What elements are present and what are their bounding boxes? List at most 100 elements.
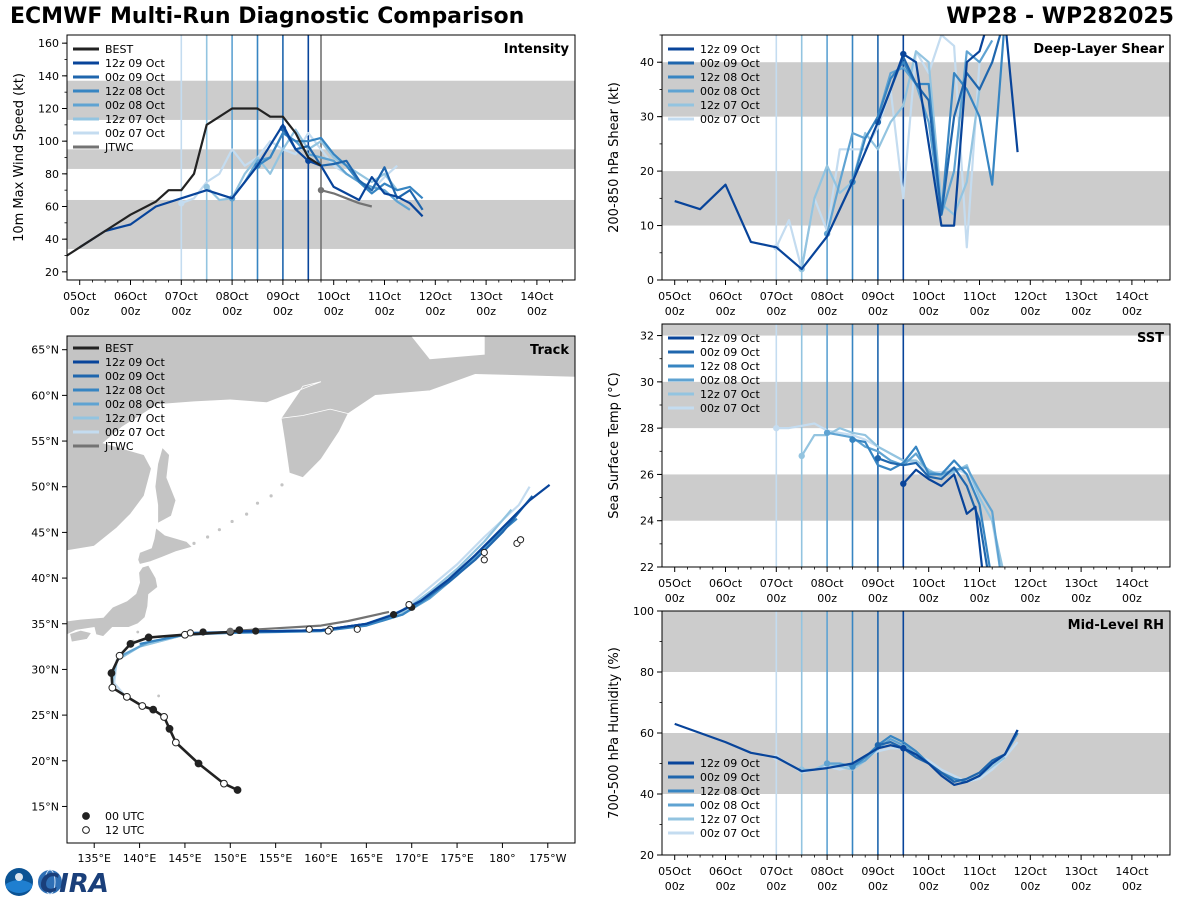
track-legend-label: 00z 09 Oct bbox=[105, 370, 165, 383]
intensity-xtick-label: 08Oct 00z bbox=[216, 290, 250, 318]
track-point-00utc bbox=[107, 669, 116, 677]
shear-xtick-label: 06Oct 00z bbox=[709, 290, 743, 318]
track-best bbox=[110, 628, 240, 792]
shear-band-0 bbox=[662, 171, 1170, 226]
track-00z-09-oct bbox=[193, 495, 534, 634]
track-point-12utc bbox=[138, 702, 147, 710]
shear-xtick-label: 09Oct 00z bbox=[861, 290, 895, 318]
intensity-xtick-label: 05Oct 00z bbox=[63, 290, 97, 318]
track-legend-label: 12z 08 Oct bbox=[105, 384, 165, 397]
track-12z-07-oct bbox=[111, 508, 513, 684]
sst-series-12z-09-oct bbox=[902, 468, 984, 567]
rh-ytick-label: 60 bbox=[640, 727, 654, 740]
track-12z-09-oct bbox=[230, 484, 551, 633]
rh-legend-label: 00z 09 Oct bbox=[700, 771, 760, 784]
sst-init-point-00z-08-oct bbox=[823, 429, 831, 436]
kuril-island bbox=[217, 528, 221, 532]
legend-marker-12utc bbox=[82, 826, 90, 834]
shear-xtick-label: 08Oct 00z bbox=[811, 290, 845, 318]
shear-plot-area bbox=[662, 35, 1170, 280]
shear-xtick-label: 07Oct 00z bbox=[760, 290, 794, 318]
intensity-jtwc-point bbox=[317, 186, 325, 194]
rh-xtick-label: 13Oct 00z bbox=[1065, 865, 1099, 893]
track-ytick-label: 25°N bbox=[31, 709, 59, 722]
shear-ytick-label: 30 bbox=[640, 111, 654, 124]
track-xtick-label: 160°E bbox=[304, 852, 337, 865]
sst-xtick-label: 09Oct 00z bbox=[861, 577, 895, 605]
track-xtick-label: 165°E bbox=[350, 852, 383, 865]
sst-legend-label: 00z 08 Oct bbox=[700, 374, 760, 387]
track-point-12utc bbox=[160, 713, 168, 721]
intensity-legend-label: 00z 07 Oct bbox=[105, 127, 165, 140]
rh-xtick-label: 10Oct 00z bbox=[912, 865, 946, 893]
track-xtick-label: 150°E bbox=[214, 852, 247, 865]
intensity-xtick-label: 11Oct 00z bbox=[368, 290, 402, 318]
track-marker-legend-label: 12 UTC bbox=[105, 824, 145, 837]
sst-xtick-label: 12Oct 00z bbox=[1014, 577, 1048, 605]
track-point-00utc bbox=[235, 626, 244, 635]
rh-plot-area bbox=[662, 611, 1170, 855]
forecast-point bbox=[305, 625, 313, 633]
intensity-xtick-label: 13Oct 00z bbox=[470, 290, 504, 318]
panel-rh: 20 40 60 80 100 05Oct 00z 06Oct 00z 07Oct 00z 08Oct… bbox=[607, 605, 1171, 893]
track-xtick-label: 135°E bbox=[77, 852, 110, 865]
track-xtick-label: 175°E bbox=[440, 852, 473, 865]
shear-init-point-12z-09-oct bbox=[900, 50, 907, 58]
intensity-series-12z-08-oct bbox=[256, 131, 424, 200]
cira-wordmark: CIRA bbox=[40, 869, 109, 898]
track-point-12utc bbox=[220, 779, 228, 788]
track-point-00utc bbox=[149, 705, 158, 714]
shear-legend-label: 00z 08 Oct bbox=[700, 85, 760, 98]
sst-ytick-label: 24 bbox=[640, 515, 654, 528]
track-ytick-label: 60°N bbox=[31, 389, 59, 402]
sst-band-0 bbox=[662, 474, 1170, 521]
sst-ytick-label: 28 bbox=[640, 422, 654, 435]
sst-xtick-label: 08Oct 00z bbox=[811, 577, 845, 605]
panel-track: 135°E 140°E 145°E 150°E 155°E 160°E 165°E 170°E… bbox=[31, 335, 576, 865]
track-title: Track bbox=[530, 343, 569, 358]
track-ytick-label: 65°N bbox=[31, 344, 59, 357]
kuril-island bbox=[192, 541, 196, 545]
intensity-ytick-label: 20 bbox=[45, 266, 59, 279]
land-kyushu bbox=[67, 632, 68, 643]
track-point-00utc bbox=[126, 639, 135, 648]
forecast-point bbox=[324, 627, 332, 635]
sst-init-point-12z-08-oct bbox=[849, 436, 856, 443]
intensity-plot-area bbox=[67, 35, 575, 280]
sst-xtick-label: 10Oct 00z bbox=[912, 577, 946, 605]
track-point-00utc bbox=[233, 786, 242, 794]
track-xtick-label: 180° bbox=[489, 852, 516, 865]
small-island bbox=[136, 630, 140, 634]
kuril-island bbox=[280, 483, 284, 487]
rh-ytick-label: 100 bbox=[633, 605, 654, 618]
shear-xtick-label: 13Oct 00z bbox=[1065, 290, 1099, 318]
sst-init-point-12z-09-oct bbox=[900, 480, 907, 487]
sst-xtick-label: 07Oct 00z bbox=[760, 577, 794, 605]
sst-series-00z-09-oct bbox=[877, 457, 989, 567]
track-jtwc bbox=[230, 610, 390, 633]
sst-xtick-label: 13Oct 00z bbox=[1065, 577, 1099, 605]
shear-xtick-label: 12Oct 00z bbox=[1014, 290, 1048, 318]
noaa-wave-icon bbox=[6, 880, 32, 893]
forecast-point bbox=[405, 600, 413, 609]
forecast-point bbox=[186, 629, 194, 637]
kuril-island bbox=[269, 494, 273, 498]
track-point-12utc bbox=[115, 651, 124, 660]
intensity-series-jtwc bbox=[320, 189, 373, 208]
intensity-series-12z-07-oct bbox=[205, 128, 399, 202]
track-marker-legend-label: 00 UTC bbox=[105, 810, 145, 823]
track-ytick-label: 35°N bbox=[31, 618, 59, 631]
intensity-series-best bbox=[67, 107, 322, 257]
track-legend-label: 00z 07 Oct bbox=[105, 426, 165, 439]
track-plot-area bbox=[67, 336, 575, 794]
track-ytick-label: 55°N bbox=[31, 435, 59, 448]
shear-xtick-label: 05Oct 00z bbox=[658, 290, 692, 318]
track-point-00utc bbox=[165, 724, 174, 733]
shear-band-1 bbox=[662, 62, 1170, 117]
sst-legend-label: 12z 09 Oct bbox=[700, 332, 760, 345]
rh-xtick-label: 11Oct 00z bbox=[963, 865, 997, 893]
shear-legend-label: 00z 09 Oct bbox=[700, 57, 760, 70]
